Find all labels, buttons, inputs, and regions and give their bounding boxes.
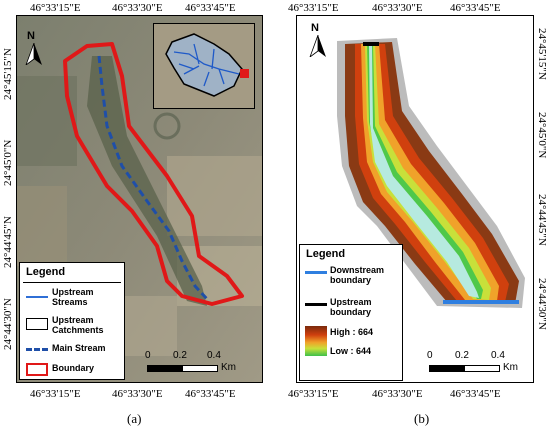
legend-b: Legend Downstream boundary Upstream boun… xyxy=(299,244,403,381)
boundary-outline xyxy=(63,42,244,306)
bottom-coord-3: 46°33'45"E xyxy=(185,388,236,400)
scale-b-segment-white xyxy=(464,365,500,372)
left-coord-3: 24°44'45"N xyxy=(2,216,14,268)
scale-bar-a: 0 0.2 0.4 Km xyxy=(145,350,255,378)
upstream-streams-swatch xyxy=(26,296,48,298)
caption-a: (a) xyxy=(127,411,142,426)
top-coord-3: 46°33'45"E xyxy=(185,2,236,14)
scale-b-segment-black xyxy=(429,365,465,372)
downstream-boundary-line xyxy=(443,300,519,304)
caption-b: (b) xyxy=(414,411,430,426)
scale-a-0: 0 xyxy=(145,350,151,361)
b-bottom-coord-3: 46°33'45"E xyxy=(450,388,501,400)
upstream-swatch xyxy=(305,303,327,306)
scale-a-1: 0.2 xyxy=(173,350,187,361)
north-label: N xyxy=(27,30,35,42)
scale-a-segment-white xyxy=(182,365,218,372)
upstream-catchments-swatch xyxy=(26,318,48,330)
legend-a-upstream-catchments: Upstream Catchments xyxy=(52,315,104,335)
b-right-coord-1: 24°45'15"N xyxy=(536,28,548,80)
scale-b-2: 0.4 xyxy=(491,350,505,361)
top-coord-1: 46°33'15"E xyxy=(30,2,81,14)
left-coord-4: 24°44'30"N xyxy=(2,298,14,350)
scale-bar-b: 0 0.2 0.4 Km xyxy=(427,350,531,378)
left-coord-2: 24°45'0"N xyxy=(2,139,14,186)
legend-a-boundary: Boundary xyxy=(52,363,95,373)
north-arrow-icon: N xyxy=(23,30,47,66)
bottom-coord-1: 46°33'15"E xyxy=(30,388,81,400)
dem-map: N Legend Downstream boundary Upstream bo… xyxy=(296,15,534,383)
scale-b-0: 0 xyxy=(427,350,433,361)
scale-b-unit: Km xyxy=(503,362,518,373)
north-label-b: N xyxy=(311,22,319,34)
inset-catchment-map xyxy=(153,23,255,109)
legend-b-upstream: Upstream boundary xyxy=(330,297,372,317)
b-top-coord-3: 46°33'45"E xyxy=(450,2,501,14)
legend-a: Legend Upstream Streams Upstream Catchme… xyxy=(19,262,125,380)
main-stream-line xyxy=(97,55,209,301)
downstream-swatch xyxy=(305,271,327,274)
b-bottom-coord-1: 46°33'15"E xyxy=(288,388,339,400)
upstream-boundary-line xyxy=(363,42,379,46)
b-right-coord-4: 24°44'30"N xyxy=(536,278,548,330)
scale-a-2: 0.4 xyxy=(207,350,221,361)
left-coord-1: 24°45'15"N xyxy=(2,48,14,100)
elevation-ramp xyxy=(305,326,327,356)
scale-b-1: 0.2 xyxy=(455,350,469,361)
scale-a-unit: Km xyxy=(221,362,236,373)
legend-b-downstream: Downstream boundary xyxy=(330,265,385,285)
north-arrow-b-icon: N xyxy=(307,22,331,58)
satellite-map: N Legend Upstream Streams Upstream Catch… xyxy=(16,15,263,383)
b-right-coord-2: 24°45'0"N xyxy=(536,112,548,159)
legend-b-title: Legend xyxy=(306,248,346,260)
legend-a-upstream-streams: Upstream Streams xyxy=(52,287,94,307)
dem-raster xyxy=(337,38,525,308)
legend-a-title: Legend xyxy=(26,266,66,278)
b-right-coord-3: 24°44'45"N xyxy=(536,194,548,246)
b-top-coord-2: 46°33'30"E xyxy=(372,2,423,14)
b-top-coord-1: 46°33'15"E xyxy=(288,2,339,14)
b-bottom-coord-2: 46°33'30"E xyxy=(372,388,423,400)
main-stream-swatch xyxy=(26,348,48,351)
legend-b-low: Low : 644 xyxy=(330,346,372,356)
boundary-swatch xyxy=(26,363,48,376)
legend-a-divider xyxy=(23,282,121,283)
legend-b-high: High : 664 xyxy=(330,327,374,337)
scale-a-segment-black xyxy=(147,365,183,372)
legend-a-main-stream: Main Stream xyxy=(52,343,106,353)
top-coord-2: 46°33'30"E xyxy=(112,2,163,14)
bottom-coord-2: 46°33'30"E xyxy=(112,388,163,400)
